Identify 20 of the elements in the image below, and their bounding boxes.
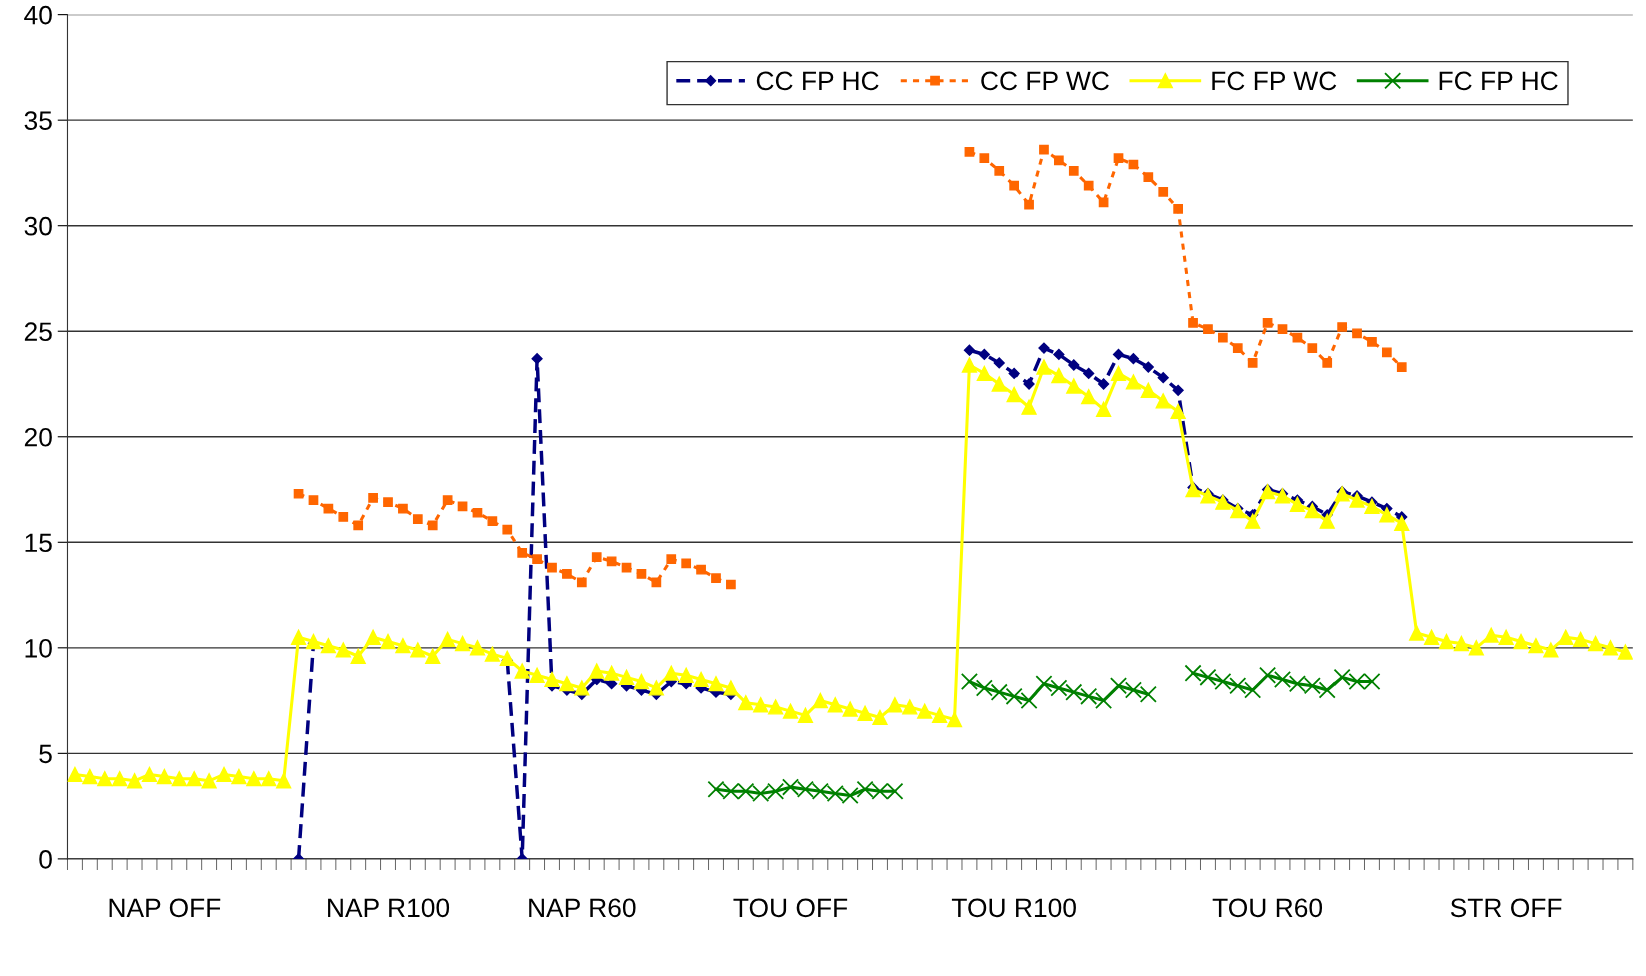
y-tick-label: 20: [24, 427, 52, 447]
y-tick-label: 5: [39, 744, 52, 764]
y-tick-label: 10: [25, 638, 52, 658]
y-tick-label: 0: [39, 850, 52, 869]
x-tick-label: NAP R60: [529, 898, 636, 918]
legend-label: FC FP HC: [1439, 71, 1558, 91]
x-tick-label: NAP OFF: [109, 898, 221, 918]
legend-label: FC FP WC: [1212, 71, 1337, 91]
x-tick-label: STR OFF: [1450, 898, 1562, 918]
y-tick-label: 25: [24, 322, 52, 342]
y-tick-label: 15: [25, 533, 52, 553]
x-tick-label: TOU R100: [951, 898, 1076, 918]
x-tick-label: TOU R60: [1212, 898, 1323, 918]
legend-label: CC FP WC: [981, 71, 1109, 91]
y-tick-label: 40: [24, 5, 52, 25]
x-tick-label: NAP R100: [328, 898, 450, 918]
y-tick-label: 30: [24, 216, 52, 236]
x-tick-label: TOU OFF: [733, 898, 848, 918]
y-tick-label: 35: [24, 111, 52, 130]
legend-label: CC FP HC: [756, 71, 879, 91]
